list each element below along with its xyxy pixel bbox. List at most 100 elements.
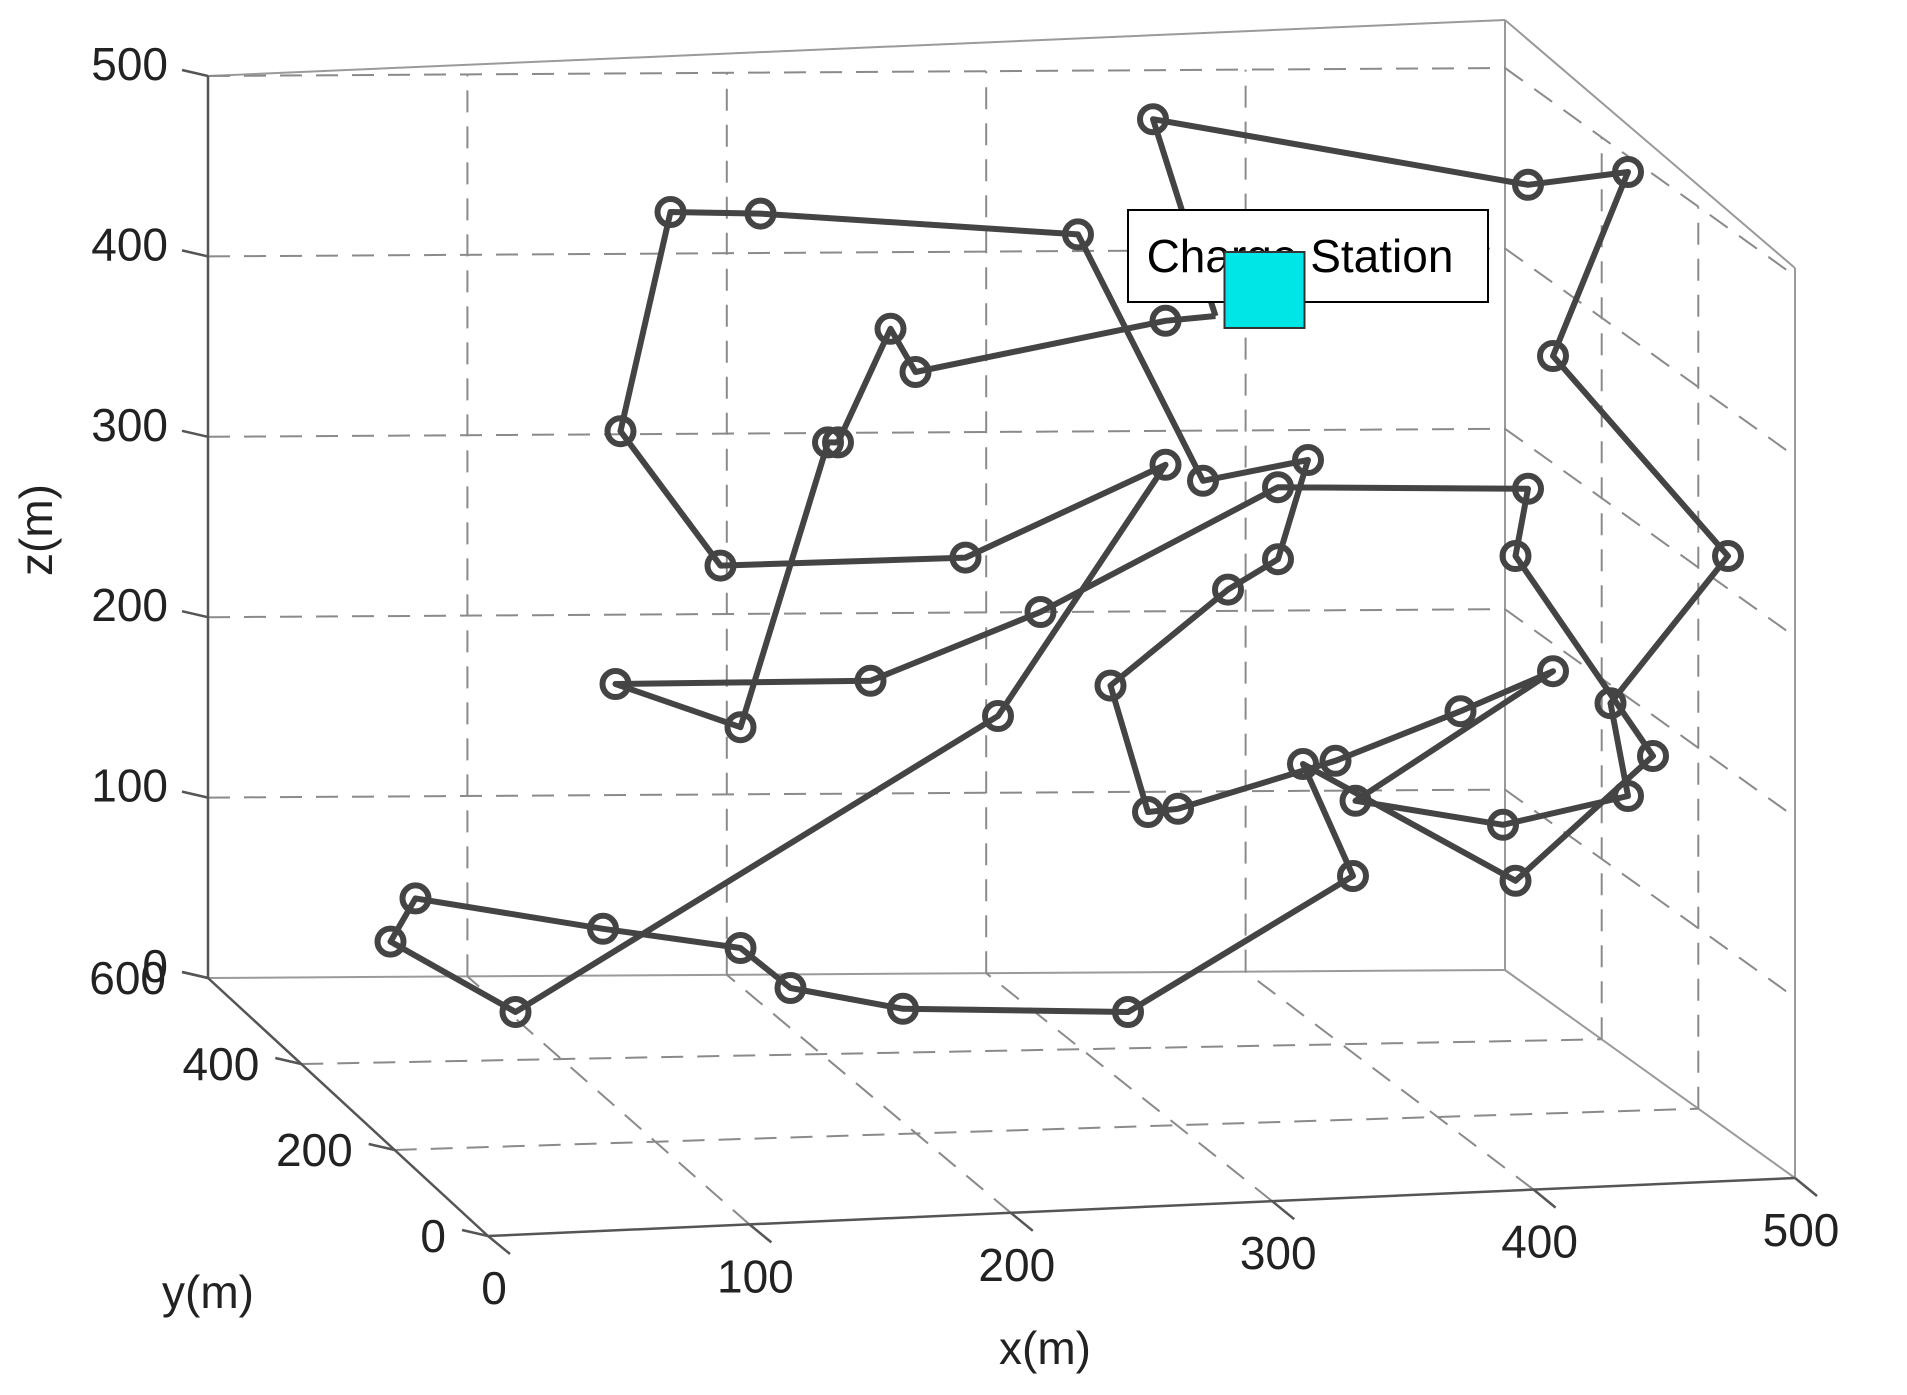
route-node-marker — [1444, 695, 1477, 728]
route-node-marker — [1262, 471, 1294, 504]
route-node-marker — [1637, 740, 1669, 772]
x-axis-tick — [1794, 1177, 1818, 1197]
route-node-marker — [1512, 168, 1544, 201]
route-node-marker — [1132, 796, 1164, 828]
x-axis-tick — [1532, 1188, 1557, 1209]
grid-line-back-wall-z — [207, 608, 1506, 619]
route-node-marker — [1094, 669, 1127, 702]
x-tick-label: 500 — [1763, 1204, 1840, 1256]
grid-line-side-wall-z — [1504, 67, 1796, 277]
y-tick-label: 600 — [89, 952, 166, 1004]
grid-line-floor-y — [301, 1038, 1602, 1065]
x-tick-label: 0 — [481, 1262, 507, 1314]
y-axis-tick — [275, 1056, 302, 1066]
route-node-marker — [1137, 103, 1169, 136]
grid-line-floor-y — [394, 1107, 1699, 1151]
route-node-marker — [1262, 543, 1294, 576]
z-tick-label: 300 — [91, 399, 168, 451]
box-edge-right-floor — [1504, 969, 1796, 1179]
route-node-marker — [949, 541, 982, 574]
x-axis-line — [487, 1176, 1796, 1238]
route-node-marker — [744, 197, 777, 230]
x-axis-tick — [1010, 1211, 1034, 1232]
grid-line-back-wall-z — [207, 427, 1506, 438]
route-node-marker — [704, 549, 737, 582]
route-node-marker — [1337, 860, 1369, 892]
route-nodes — [374, 103, 1744, 1028]
z-axis-label: z(m) — [10, 484, 62, 576]
axes — [181, 68, 1818, 1255]
route-node-marker — [812, 426, 844, 459]
z-tick-label: 100 — [91, 760, 168, 812]
charge-station-marker — [1223, 251, 1306, 329]
route-node-marker — [374, 925, 407, 958]
y-axis-line — [207, 977, 489, 1237]
route-node-marker — [1149, 304, 1182, 337]
route-node-marker — [1212, 573, 1244, 606]
route-node-marker — [654, 196, 687, 228]
route-node-marker — [874, 312, 907, 345]
grid-line-side-wall-z — [1504, 788, 1796, 999]
grid-line-side-wall-z — [1504, 608, 1796, 819]
z-axis-tick — [181, 429, 209, 439]
grid-line-floor-x — [466, 975, 751, 1226]
route-node-marker — [499, 996, 532, 1028]
route-node-marker — [1149, 448, 1182, 481]
route-node-marker — [1712, 540, 1744, 572]
box-edge-right-top — [1504, 19, 1796, 269]
route-node-marker — [1162, 792, 1194, 825]
route-node-marker — [399, 882, 432, 915]
route-node-marker — [1499, 540, 1532, 572]
x-axis-tick — [487, 1235, 511, 1255]
x-axis-tick — [748, 1223, 773, 1244]
z-axis-tick — [181, 790, 209, 799]
route-node-marker — [1187, 464, 1219, 497]
route-node-marker — [1292, 444, 1324, 476]
plot-box — [207, 19, 1796, 1179]
route-node-marker — [774, 972, 807, 1004]
route-path — [387, 116, 1731, 1015]
y-axis-label: y(m) — [162, 1266, 254, 1318]
route-node-marker — [1512, 472, 1544, 505]
route-node-marker — [1612, 156, 1644, 188]
y-axis-tick — [368, 1142, 395, 1152]
y-tick-label: 400 — [183, 1038, 260, 1090]
route-node-marker — [1112, 996, 1144, 1028]
z-axis-tick — [181, 609, 209, 619]
y-axis-tick — [181, 970, 209, 980]
route-node-marker — [1339, 784, 1372, 817]
route-node-marker — [599, 668, 632, 700]
grid-lines — [207, 67, 1796, 1226]
z-tick-label: 0 — [142, 940, 168, 992]
route-node-marker — [1487, 808, 1519, 841]
z-axis-tick — [181, 68, 209, 78]
route-node-marker — [1499, 864, 1532, 897]
y-tick-label: 200 — [276, 1124, 353, 1176]
route-node-marker — [1537, 655, 1569, 688]
grid-line-back-wall-z — [207, 67, 1506, 77]
route-polyline — [387, 116, 1731, 1015]
x-tick-label: 300 — [1240, 1227, 1317, 1279]
route-node-marker — [1612, 780, 1644, 812]
z-tick-label: 400 — [91, 218, 168, 270]
y-axis-tick — [461, 1228, 489, 1238]
grid-line-side-wall-z — [1504, 247, 1796, 458]
x-axis-label: x(m) — [999, 1322, 1091, 1374]
route-node-marker — [587, 912, 619, 945]
x-tick-label: 400 — [1501, 1216, 1578, 1268]
route-node-marker — [887, 992, 919, 1025]
grid-line-side-wall-z — [1504, 427, 1796, 638]
route-node-marker — [724, 932, 757, 964]
route-node-marker — [1024, 596, 1057, 628]
grid-line-floor-x — [726, 974, 1012, 1214]
grid-line-floor-x — [985, 972, 1273, 1202]
z-tick-label: 500 — [91, 38, 168, 90]
x-tick-label: 100 — [717, 1250, 794, 1302]
charge-station-annotation: Charge Station — [1127, 209, 1489, 329]
x-axis-tick — [1271, 1200, 1295, 1221]
x-tick-label: 200 — [978, 1239, 1055, 1291]
route-node-marker — [1594, 687, 1627, 720]
route-node-marker — [604, 415, 637, 448]
